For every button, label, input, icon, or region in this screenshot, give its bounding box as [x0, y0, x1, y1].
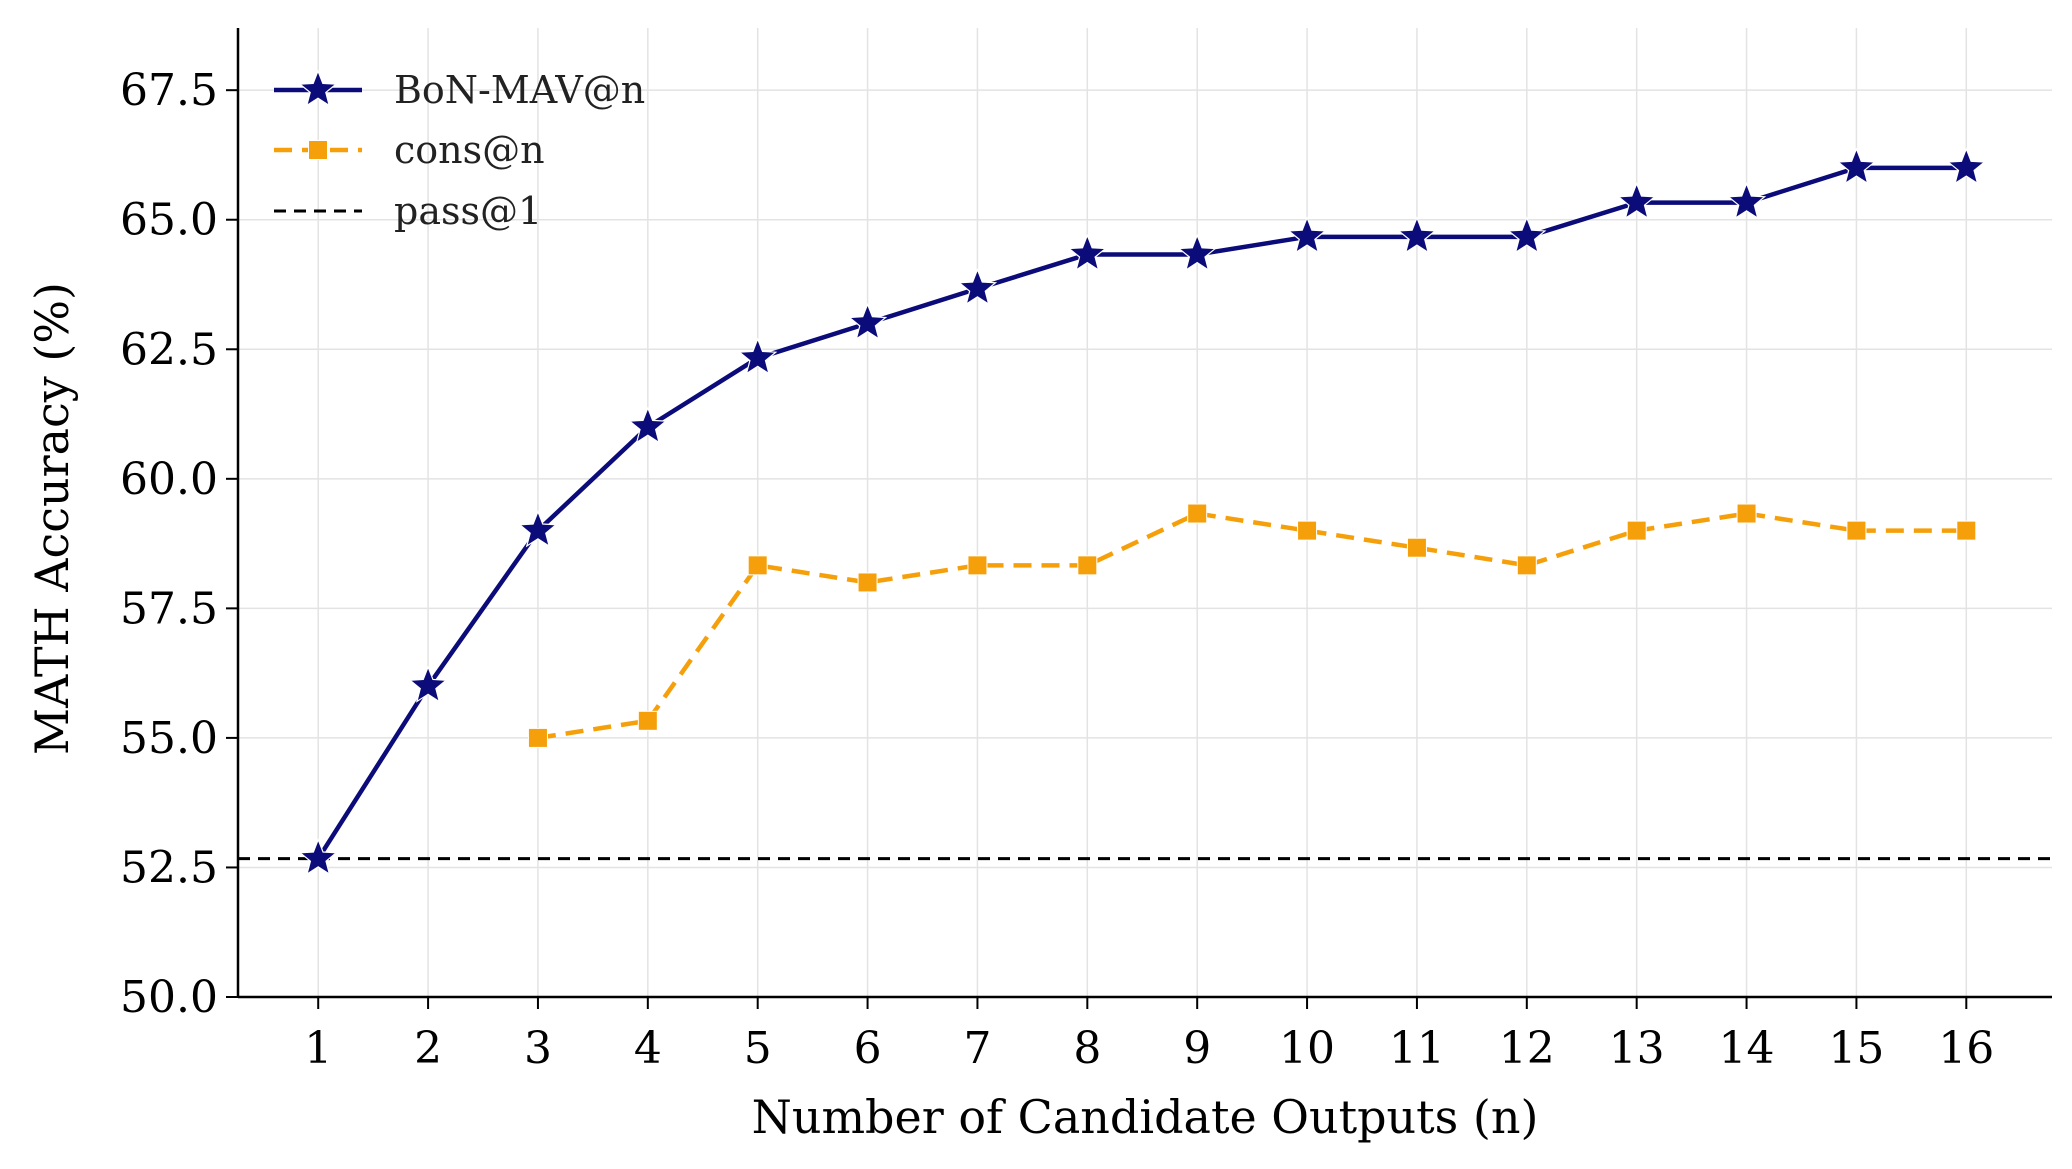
x-tick-label: 4 [634, 1023, 662, 1074]
x-tick-label: 9 [1183, 1023, 1211, 1074]
series-point [1406, 537, 1427, 558]
series-point [738, 337, 778, 375]
y-tick-label: 67.5 [120, 65, 218, 116]
series-point [967, 555, 988, 576]
ticks: 1 2 3 4 5 6 7 8 9 10 11 12 13 14 15 1650.052.555.057.56… [120, 65, 1994, 1074]
legend-label: pass@1 [394, 189, 542, 233]
series-point [1836, 147, 1877, 185]
axes [236, 28, 2052, 999]
series-point [1946, 147, 1986, 185]
y-tick-label: 65.0 [120, 195, 218, 246]
x-tick-label: 3 [524, 1023, 552, 1074]
series-point [1287, 216, 1327, 254]
x-tick-label: 14 [1719, 1023, 1775, 1074]
series-point [637, 710, 658, 731]
series-point [1956, 520, 1977, 541]
series-point [857, 572, 878, 593]
series-line [316, 165, 1967, 860]
legend-item: pass@1 [274, 189, 542, 233]
series-point [1736, 503, 1757, 524]
x-tick-label: 2 [414, 1023, 442, 1074]
x-tick-label: 16 [1938, 1023, 1994, 1074]
series-point [628, 406, 668, 444]
series-point [1846, 520, 1867, 541]
x-tick-label: 15 [1828, 1023, 1884, 1074]
x-axis-label: Number of Candidate Outputs (n) [752, 1090, 1539, 1144]
legend-item: cons@n [274, 128, 545, 172]
legend: BoN-MAV@n cons@n pass@1 [274, 68, 645, 233]
x-tick-label: 6 [854, 1023, 882, 1074]
x-tick-label: 10 [1279, 1023, 1335, 1074]
series-point [518, 509, 558, 548]
x-tick-label: 1 [304, 1023, 332, 1074]
series-point [1507, 216, 1547, 254]
series-point [408, 665, 448, 703]
legend-marker [298, 69, 338, 107]
series-point [847, 302, 888, 341]
x-tick-label: 11 [1389, 1023, 1445, 1074]
legend-item: BoN-MAV@n [274, 68, 645, 112]
series-layer [298, 147, 1986, 876]
y-tick-label: 57.5 [120, 583, 218, 634]
y-axis-label: MATH Accuracy (%) [25, 282, 79, 755]
y-tick-label: 55.0 [120, 713, 218, 764]
series-point [1297, 520, 1318, 541]
series-point [1187, 503, 1208, 524]
series-point [957, 267, 998, 306]
grid [238, 28, 2052, 998]
x-tick-label: 12 [1499, 1023, 1555, 1074]
series-point [1626, 520, 1647, 541]
series-point [1397, 216, 1437, 254]
legend-marker [308, 140, 328, 160]
x-tick-label: 7 [963, 1023, 991, 1074]
series-point [298, 837, 338, 876]
y-tick-label: 60.0 [120, 454, 218, 505]
y-tick-label: 62.5 [120, 324, 218, 375]
x-tick-label: 13 [1609, 1023, 1665, 1074]
x-tick-label: 5 [744, 1023, 772, 1074]
series-line [537, 511, 1967, 741]
series-point [1617, 181, 1657, 220]
series-point [747, 555, 768, 576]
legend-label: cons@n [394, 128, 545, 172]
series-point [1516, 555, 1537, 576]
x-tick-label: 8 [1073, 1023, 1101, 1074]
series-point [1077, 555, 1098, 576]
series-point [527, 727, 548, 748]
y-tick-label: 52.5 [120, 842, 218, 893]
series-point [1177, 233, 1217, 272]
y-tick-label: 50.0 [120, 972, 218, 1023]
series-point [1726, 181, 1767, 220]
series-point [1067, 233, 1107, 272]
legend-label: BoN-MAV@n [394, 68, 645, 112]
